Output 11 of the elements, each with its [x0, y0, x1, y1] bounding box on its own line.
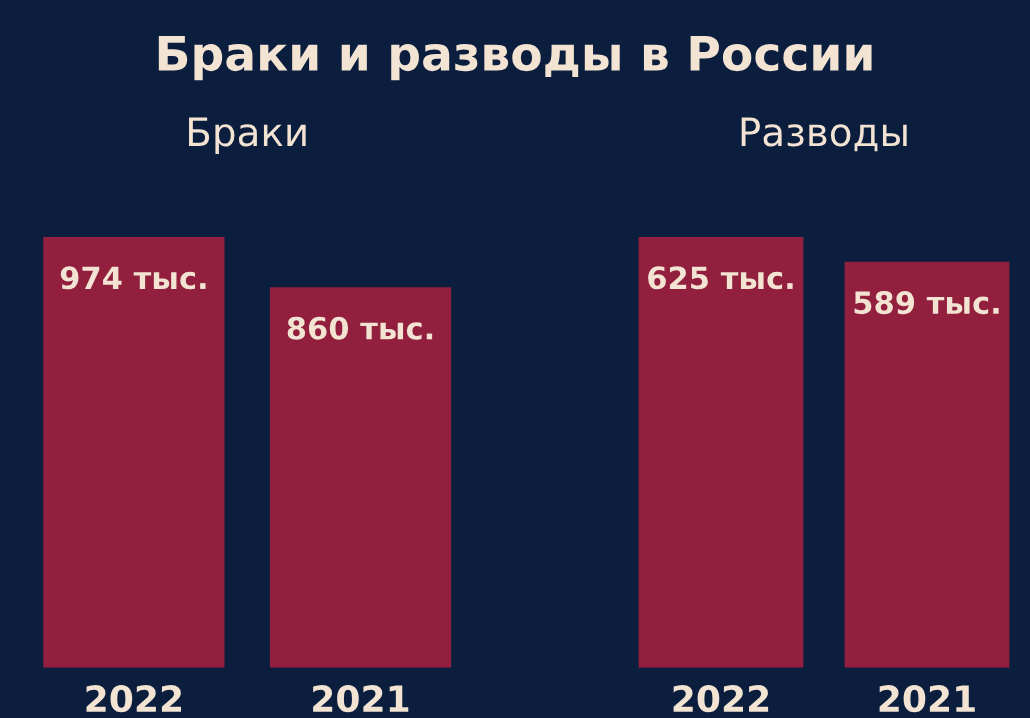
x-tick-label: 2021	[313, 685, 409, 713]
data-label: 625 тыс.	[648, 266, 793, 290]
chart-subtitle: Браки	[189, 117, 306, 155]
data-label: 974 тыс.	[60, 266, 206, 290]
data-label: 860 тыс.	[287, 316, 433, 340]
chart-subtitle: Разводы	[741, 117, 907, 152]
data-label: 589 тыс.	[854, 291, 999, 315]
x-tick-label: 2022	[673, 685, 769, 713]
x-tick-label: 2021	[879, 685, 975, 713]
chart-title: Браки и разводы в России	[158, 36, 872, 81]
x-tick-label: 2022	[86, 685, 182, 713]
